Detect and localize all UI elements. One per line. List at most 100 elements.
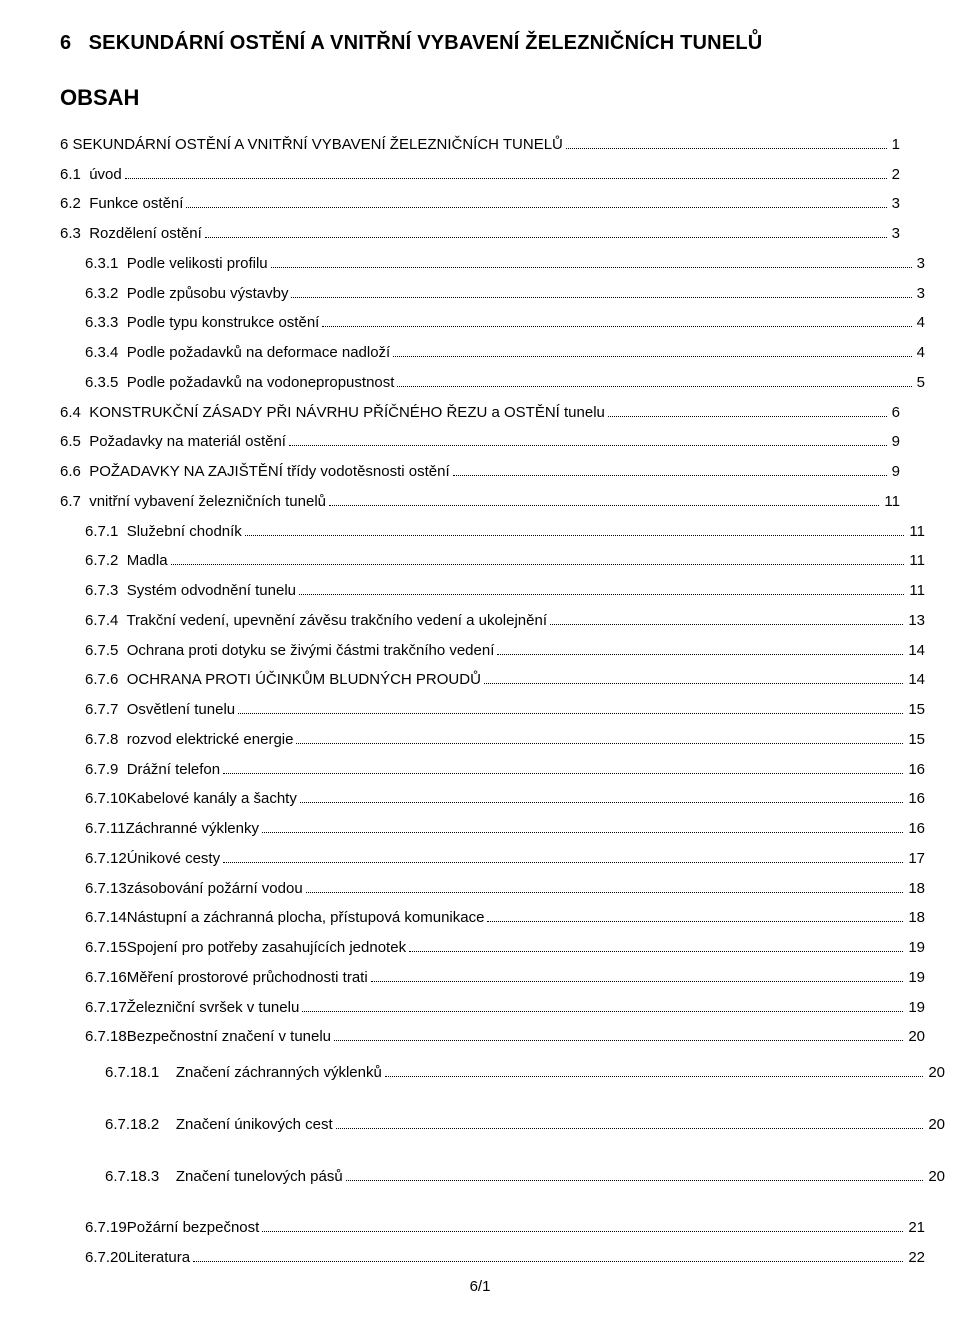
toc-entry-number: 6.3.1 [85, 255, 118, 272]
toc-row: 6.7.14Nástupní a záchranná plocha, příst… [60, 909, 925, 927]
toc-entry-text: rozvod elektrické energie [127, 731, 294, 748]
toc-entry-text: Železniční svršek v tunelu [127, 999, 300, 1016]
toc-leader [336, 1115, 924, 1129]
toc-entry-page: 3 [915, 285, 925, 302]
toc-entry-label: 6.3.2 Podle způsobu výstavby [85, 285, 288, 302]
toc-entry-page: 5 [915, 374, 925, 391]
toc-entry-page: 6 [890, 404, 900, 421]
toc-row: 6.7.2 Madla11 [60, 552, 925, 570]
toc-entry-text: Funkce ostění [89, 195, 183, 212]
toc-entry-label: 6.7 vnitřní vybavení železničních tunelů [60, 493, 326, 510]
toc-leader [484, 671, 903, 685]
toc-entry-text: Drážní telefon [127, 761, 220, 778]
toc-row: 6.7.1 Služební chodník11 [60, 522, 925, 540]
toc-entry-page: 9 [890, 433, 900, 450]
toc-leader [205, 224, 887, 238]
toc-entry-label: 6.4 KONSTRUKČNÍ ZÁSADY PŘI NÁVRHU PŘÍČNÉ… [60, 404, 605, 421]
toc-entry-label: 6.6 POŽADAVKY NA ZAJIŠTĚNÍ třídy vodotěs… [60, 463, 450, 480]
toc-row: 6.7.8 rozvod elektrické energie15 [60, 730, 925, 748]
toc-leader [299, 581, 904, 595]
toc-leader [171, 552, 905, 566]
toc-entry-gap [81, 166, 89, 183]
toc-leader [296, 730, 903, 744]
toc-entry-page: 11 [907, 523, 925, 540]
toc-entry-label: 6.1 úvod [60, 166, 122, 183]
toc-entry-number: 6.7.17 [85, 999, 127, 1016]
toc-row: 6.7.16Měření prostorové průchodnosti tra… [60, 968, 925, 986]
toc-entry-label: 6.3 Rozdělení ostění [60, 225, 202, 242]
toc-entry-number: 6.7.18.3 [105, 1168, 159, 1185]
toc-entry-text: Podle způsobu výstavby [127, 285, 289, 302]
toc-row: 6.3.4 Podle požadavků na deformace nadlo… [60, 343, 925, 361]
toc-entry-page: 20 [926, 1168, 945, 1185]
toc-entry-text: Podle požadavků na deformace nadloží [127, 344, 391, 361]
toc-leader [497, 641, 903, 655]
toc-entry-page: 3 [915, 255, 925, 272]
toc-entry-text: Měření prostorové průchodnosti trati [127, 969, 368, 986]
toc-entry-page: 22 [906, 1249, 925, 1266]
toc-entry-page: 20 [926, 1116, 945, 1133]
toc-row: 6 SEKUNDÁRNÍ OSTĚNÍ A VNITŘNÍ VYBAVENÍ Ž… [60, 135, 900, 153]
toc-row: 6.7.9 Drážní telefon16 [60, 760, 925, 778]
toc-leader [289, 433, 887, 447]
toc-entry-gap [118, 731, 126, 748]
toc-entry-page: 16 [906, 761, 925, 778]
toc-entry-number: 6.7.10 [85, 790, 127, 807]
toc-entry-label: 6.7.18.3 Značení tunelových pásů [105, 1168, 343, 1185]
toc-row: 6.4 KONSTRUKČNÍ ZÁSADY PŘI NÁVRHU PŘÍČNÉ… [60, 403, 900, 421]
toc-entry-label: 6.7.16Měření prostorové průchodnosti tra… [85, 969, 368, 986]
toc-entry-gap [118, 285, 126, 302]
toc-row: 6.7.19Požární bezpečnost21 [60, 1219, 925, 1237]
toc-leader [409, 938, 903, 952]
toc-entry-page: 9 [890, 463, 900, 480]
toc-entry-gap [118, 582, 126, 599]
toc-entry-page: 4 [915, 344, 925, 361]
toc-row: 6.7.4 Trakční vedení, upevnění závěsu tr… [60, 611, 925, 629]
toc-leader [223, 760, 903, 774]
toc-entry-text: vnitřní vybavení železničních tunelů [89, 493, 326, 510]
toc-entry-number: 6.7.18.1 [105, 1064, 159, 1081]
toc-entry-gap [81, 493, 89, 510]
toc-leader [262, 1219, 903, 1233]
toc-entry-gap [159, 1116, 176, 1133]
toc-entry-gap [81, 195, 89, 212]
toc-row: 6.7.20Literatura22 [60, 1248, 925, 1266]
toc-entry-number: 6.1 [60, 166, 81, 183]
toc-entry-text: Únikové cesty [127, 850, 220, 867]
toc-leader [329, 492, 879, 506]
toc-entry-label: 6.7.11Záchranné výklenky [85, 820, 259, 837]
toc-entry-number: 6.7.5 [85, 642, 118, 659]
toc-row: 6.7.18Bezpečnostní značení v tunelu20 [60, 1028, 925, 1046]
toc-entry-number: 6.7.16 [85, 969, 127, 986]
toc-entry-text: Kabelové kanály a šachty [127, 790, 297, 807]
toc-entry-text: Bezpečnostní značení v tunelu [127, 1028, 331, 1045]
toc-entry-page: 11 [882, 493, 900, 510]
toc-leader [550, 611, 903, 625]
toc-list: 6 SEKUNDÁRNÍ OSTĚNÍ A VNITŘNÍ VYBAVENÍ Ž… [60, 135, 900, 1266]
toc-entry-gap [81, 463, 89, 480]
toc-entry-label: 6 SEKUNDÁRNÍ OSTĚNÍ A VNITŘNÍ VYBAVENÍ Ž… [60, 136, 563, 153]
toc-leader [487, 909, 903, 923]
document-title: 6 SEKUNDÁRNÍ OSTĚNÍ A VNITŘNÍ VYBAVENÍ Ž… [60, 32, 900, 55]
toc-entry-text: Podle požadavků na vodonepropustnost [127, 374, 395, 391]
toc-entry-number: 6.7.12 [85, 850, 127, 867]
toc-row: 6.3.2 Podle způsobu výstavby 3 [60, 284, 925, 302]
toc-entry-number: 6.7.6 [85, 671, 118, 688]
toc-entry-page: 18 [906, 909, 925, 926]
toc-entry-gap [118, 523, 126, 540]
toc-entry-text: Spojení pro potřeby zasahujících jednote… [127, 939, 406, 956]
toc-row: 6.3.5 Podle požadavků na vodonepropustno… [60, 373, 925, 391]
toc-leader [371, 968, 904, 982]
toc-entry-page: 14 [906, 671, 925, 688]
toc-entry-number: 6.7 [60, 493, 81, 510]
toc-entry-text: Značení únikových cest [176, 1116, 333, 1133]
toc-row: 6.7.17Železniční svršek v tunelu 19 [60, 998, 925, 1016]
toc-entry-label: 6.7.18.1 Značení záchranných výklenků [105, 1064, 382, 1081]
toc-entry-label: 6.7.13zásobování požární vodou [85, 880, 303, 897]
toc-leader [306, 879, 904, 893]
toc-entry-page: 15 [906, 701, 925, 718]
toc-entry-page: 15 [906, 731, 925, 748]
toc-entry-page: 19 [906, 999, 925, 1016]
toc-entry-label: 6.7.17Železniční svršek v tunelu [85, 999, 299, 1016]
toc-entry-number: 6.7.19 [85, 1219, 127, 1236]
